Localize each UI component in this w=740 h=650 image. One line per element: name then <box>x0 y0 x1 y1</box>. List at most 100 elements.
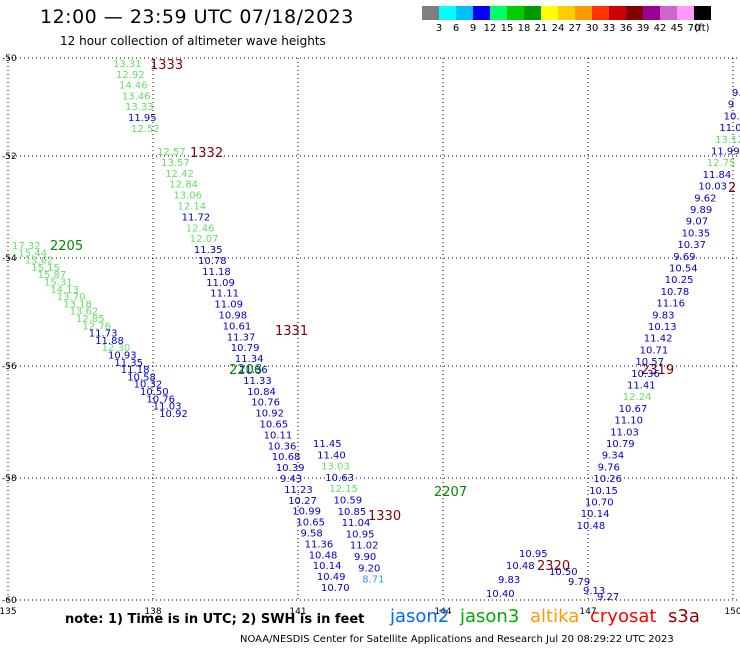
swh-value: 11.09 <box>206 278 235 289</box>
track-label: 2319 <box>641 363 674 378</box>
swh-value: 9.89 <box>690 205 712 216</box>
swh-value: 10.98 <box>219 311 248 322</box>
swh-value: 10.76 <box>251 398 280 409</box>
y-tick-label: -52 <box>2 152 17 162</box>
swh-value: 10.39 <box>276 463 305 474</box>
satellite-jason3: jason3 <box>460 606 520 627</box>
swh-value: 9.07 <box>686 217 708 228</box>
swh-value: 11.41 <box>627 381 656 392</box>
legend-swatch <box>626 6 643 20</box>
swh-value: 10.92 <box>255 409 284 420</box>
swh-value: 12.24 <box>623 392 652 403</box>
legend-label: 9 <box>469 23 477 34</box>
swh-value: 9 <box>728 100 734 111</box>
swh-value: 11.45 <box>313 439 342 450</box>
legend-label: 24 <box>551 23 565 34</box>
swh-value: 10.15 <box>589 486 618 497</box>
swh-value: 11.73 <box>89 329 118 340</box>
swh-value: 9.76 <box>598 462 620 473</box>
swh-value: 15.15 <box>31 263 60 274</box>
swh-value: 9.13 <box>583 586 605 597</box>
swh-value: 9.27 <box>597 592 619 603</box>
legend-swatch <box>473 6 490 20</box>
swh-value: 12.42 <box>165 169 194 180</box>
swh-value: 10.78 <box>661 287 690 298</box>
legend-swatch <box>694 6 711 20</box>
swh-value: 10.03 <box>698 182 727 193</box>
legend-swatch <box>507 6 524 20</box>
swh-value: 10.50 <box>140 387 169 398</box>
swh-value: 13.62 <box>70 307 99 318</box>
legend-swatch <box>439 6 456 20</box>
swh-value: 10.76 <box>146 394 175 405</box>
swh-value: 10.58 <box>127 372 156 383</box>
track-label: 2 <box>728 181 736 196</box>
swh-value: 9.58 <box>301 529 323 540</box>
legend-swatch <box>490 6 507 20</box>
swh-value: 13.33 <box>125 102 154 113</box>
swh-value: 12.76 <box>82 321 111 332</box>
swh-value: 13.46 <box>122 91 151 102</box>
swh-value: 10.14 <box>581 509 610 520</box>
y-tick-label: -50 <box>2 54 17 64</box>
legend-label: 27 <box>568 23 582 34</box>
swh-value: 12.14 <box>178 202 207 213</box>
swh-value: 10.71 <box>640 345 669 356</box>
swh-value: 9.83 <box>498 575 520 586</box>
swh-value: 11.42 <box>644 334 673 345</box>
y-tick-label: -60 <box>2 596 17 606</box>
legend-label: 45 <box>670 23 684 34</box>
legend-label: 36 <box>619 23 633 34</box>
swh-value: 11.18 <box>121 365 150 376</box>
swh-value: 11.0 <box>719 123 740 134</box>
track-label: 2206 <box>229 363 262 378</box>
swh-value: 10.40 <box>486 589 515 600</box>
swh-value: 13.57 <box>161 158 190 169</box>
legend-swatch <box>541 6 558 20</box>
swh-value: 13.06 <box>173 191 202 202</box>
swh-value: 10.48 <box>506 561 535 572</box>
swh-value: 9.9 <box>732 88 740 99</box>
satellite-jason2: jason2 <box>390 606 450 627</box>
footer-note: note: 1) Time is in UTC; 2) SWH is in fe… <box>65 612 365 627</box>
legend-swatch <box>609 6 626 20</box>
swh-value: 11.35 <box>194 245 223 256</box>
swh-value: 10.59 <box>334 496 363 507</box>
swh-value: 12.92 <box>116 70 145 81</box>
legend-label: 3 <box>435 23 443 34</box>
swh-value: 10.25 <box>665 275 694 286</box>
swh-value: 12.85 <box>76 314 105 325</box>
y-tick-label: -58 <box>2 474 17 484</box>
x-tick-label: 135 <box>0 607 17 617</box>
legend-swatch <box>643 6 660 20</box>
swh-value: 13.12 <box>715 135 740 146</box>
swh-value: 10.70 <box>321 583 350 594</box>
swh-value: 9.90 <box>354 552 376 563</box>
swh-value: 10.32 <box>134 380 163 391</box>
x-tick-label: 141 <box>289 607 306 617</box>
swh-value: 10.36 <box>268 441 297 452</box>
swh-value: 9.83 <box>652 310 674 321</box>
swh-value: 10.93 <box>108 351 137 362</box>
swh-value: 10.13 <box>648 322 677 333</box>
legend-label: 15 <box>500 23 514 34</box>
legend-swatch <box>575 6 592 20</box>
swh-value: 10.11 <box>264 430 293 441</box>
swh-value: 15.62 <box>25 256 54 267</box>
swh-value: 10.26 <box>593 474 622 485</box>
legend-swatch <box>524 6 541 20</box>
swh-value: 10.50 <box>549 567 578 578</box>
satellite-s3a: s3a <box>668 606 700 627</box>
x-tick-label: 144 <box>434 607 451 617</box>
swh-value: 15.44 <box>18 248 47 259</box>
swh-value: 12.57 <box>157 147 186 158</box>
track-label: 2207 <box>434 485 467 500</box>
swh-value: 10. <box>724 111 740 122</box>
swh-value: 11.36 <box>239 365 268 376</box>
legend-swatch <box>456 6 473 20</box>
legend-label: 18 <box>517 23 531 34</box>
legend-swatch <box>592 6 609 20</box>
swh-value: 12.30 <box>102 343 131 354</box>
swh-value: 10.67 <box>619 404 648 415</box>
